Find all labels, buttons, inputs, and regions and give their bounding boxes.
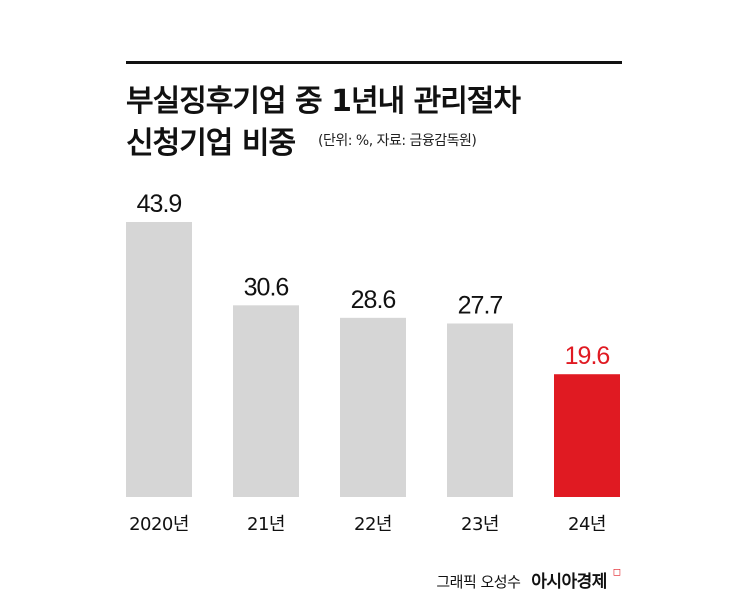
data-label-2: 28.6 — [351, 286, 396, 314]
bar-2 — [340, 317, 406, 497]
brand-mark-icon: ◻ — [612, 567, 621, 578]
chart-title-line2: 신청기업 비중 — [126, 126, 296, 161]
top-rule — [126, 61, 622, 64]
data-label-0: 43.9 — [137, 190, 182, 218]
chart-subtitle: (단위: %, 자료: 금융감독원) — [318, 133, 477, 149]
data-label-4: 19.6 — [565, 342, 610, 370]
credit: 그래픽 오성수 아시아경제 ◻ — [436, 567, 621, 592]
category-label-1: 21년 — [247, 514, 285, 535]
category-label-3: 23년 — [461, 514, 499, 535]
credit-brand-logo: 아시아경제 — [531, 572, 607, 592]
credit-author: 그래픽 오성수 — [436, 573, 521, 591]
bar-4 — [554, 374, 620, 497]
data-label-1: 30.6 — [244, 273, 289, 301]
bar-3 — [447, 323, 513, 497]
category-label-2: 22년 — [354, 514, 392, 535]
data-label-3: 27.7 — [458, 291, 503, 319]
bar-0 — [126, 222, 192, 497]
category-label-0: 2020년 — [129, 514, 189, 535]
chart-title-line1: 부실징후기업 중 1년내 관리절차 — [126, 84, 521, 119]
category-label-4: 24년 — [568, 514, 606, 535]
bar-1 — [233, 305, 299, 497]
